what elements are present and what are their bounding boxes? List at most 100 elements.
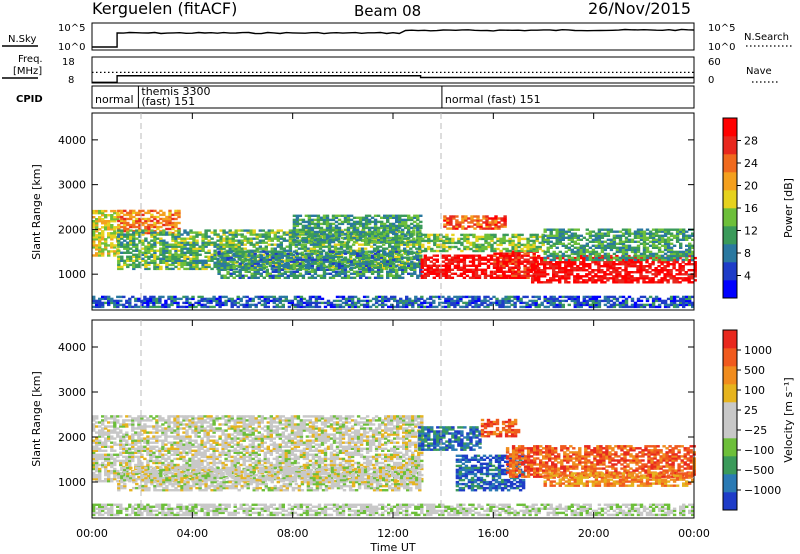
heatmap-cell — [624, 236, 629, 239]
heatmap-cell — [520, 270, 524, 273]
heatmap-cell — [315, 253, 320, 256]
heatmap-cell — [358, 222, 363, 226]
heatmap-cell — [502, 272, 506, 275]
heatmap-cell — [507, 274, 512, 277]
heatmap-cell — [135, 237, 139, 240]
heatmap-cell — [488, 227, 492, 230]
heatmap-cell — [331, 262, 336, 265]
heatmap-cell — [654, 269, 658, 272]
heatmap-cell — [471, 270, 476, 273]
heatmap-cell — [579, 248, 583, 252]
heatmap-cell — [472, 241, 476, 245]
heatmap-cell — [433, 249, 437, 253]
heatmap-cell — [101, 222, 105, 225]
heatmap-cell — [259, 260, 263, 263]
heatmap-cell — [346, 220, 351, 224]
heatmap-cell — [517, 270, 521, 273]
heatmap-cell — [448, 241, 452, 245]
heatmap-cell — [441, 272, 446, 275]
heatmap-cell — [334, 230, 339, 234]
heatmap-cell — [360, 247, 365, 250]
heatmap-cell — [146, 301, 150, 305]
heatmap-cell — [310, 218, 315, 222]
heatmap-cell — [92, 244, 96, 247]
heatmap-cell — [693, 265, 697, 268]
heatmap-cell — [135, 231, 139, 234]
heatmap-cell — [156, 233, 160, 236]
heatmap-cell — [464, 219, 468, 222]
heatmap-cell — [113, 301, 117, 305]
heatmap-cell — [141, 221, 145, 225]
heatmap-cell — [304, 238, 309, 242]
heatmap-cell — [126, 211, 130, 215]
heatmap-cell — [329, 301, 334, 305]
heatmap-cell — [144, 253, 148, 256]
heatmap-cell — [639, 236, 644, 239]
heatmap-cell — [192, 261, 196, 264]
heatmap-cell — [358, 266, 363, 269]
heatmap-cell — [407, 240, 411, 244]
heatmap-cell — [364, 262, 369, 265]
heatmap-cell — [132, 223, 136, 227]
heatmap-cell — [265, 270, 269, 273]
heatmap-cell — [263, 301, 267, 305]
heatmap-cell — [493, 260, 497, 263]
heatmap-cell — [276, 245, 280, 248]
heatmap-cell — [603, 234, 608, 237]
heatmap-cell — [636, 271, 640, 274]
heatmap-cell — [654, 246, 659, 249]
heatmap-cell — [101, 248, 105, 251]
heatmap-cell — [113, 250, 117, 253]
heatmap-cell — [267, 235, 271, 238]
heatmap-cell — [334, 266, 339, 269]
heatmap-cell — [301, 262, 306, 265]
heatmap-cell — [435, 264, 439, 267]
heatmap-cell — [450, 276, 455, 279]
heatmap-cell — [511, 254, 515, 257]
heatmap-cell — [418, 243, 422, 246]
heatmap-cell — [639, 232, 644, 235]
heatmap-cell — [189, 253, 193, 256]
heatmap-cell — [486, 274, 491, 277]
heatmap-cell — [523, 243, 527, 247]
heatmap-cell — [270, 231, 274, 234]
heatmap-cell — [333, 255, 338, 258]
heatmap-cell — [475, 249, 479, 253]
heatmap-cell — [107, 214, 111, 217]
heatmap-cell — [98, 218, 102, 221]
heatmap-cell — [657, 236, 662, 239]
heatmap-cell — [354, 233, 359, 236]
heatmap-cell — [174, 251, 178, 254]
heatmap-cell — [277, 254, 281, 257]
heatmap-cell — [282, 237, 286, 240]
heatmap-cell — [468, 270, 473, 273]
heatmap-cell — [526, 241, 530, 245]
heatmap-cell — [654, 232, 659, 235]
heatmap-cell — [367, 270, 372, 273]
heatmap-cell — [230, 303, 234, 307]
heatmap-cell — [636, 259, 640, 262]
heatmap-cell — [168, 253, 172, 256]
heatmap-cell — [342, 245, 347, 248]
heatmap-cell — [416, 226, 420, 230]
heatmap-cell — [508, 252, 512, 255]
heatmap-cell — [316, 214, 321, 217]
heatmap-cell — [364, 240, 369, 244]
heatmap-cell — [308, 305, 313, 309]
heatmap-cell — [335, 305, 340, 309]
heatmap-cell — [627, 230, 632, 233]
heatmap-cell — [657, 261, 661, 264]
heatmap-cell — [666, 279, 670, 282]
heatmap-cell — [380, 260, 384, 263]
heatmap-cell — [215, 303, 219, 307]
heatmap-cell — [153, 245, 157, 248]
heatmap-cell — [389, 214, 393, 217]
heatmap-cell — [250, 250, 254, 253]
heatmap-cell — [301, 224, 306, 228]
heatmap-cell — [120, 245, 124, 248]
heatmap-cell — [413, 270, 417, 273]
heatmap-cell — [177, 229, 181, 232]
heatmap-cell — [685, 238, 689, 241]
heatmap-cell — [502, 254, 506, 257]
heatmap-cell — [132, 255, 136, 258]
